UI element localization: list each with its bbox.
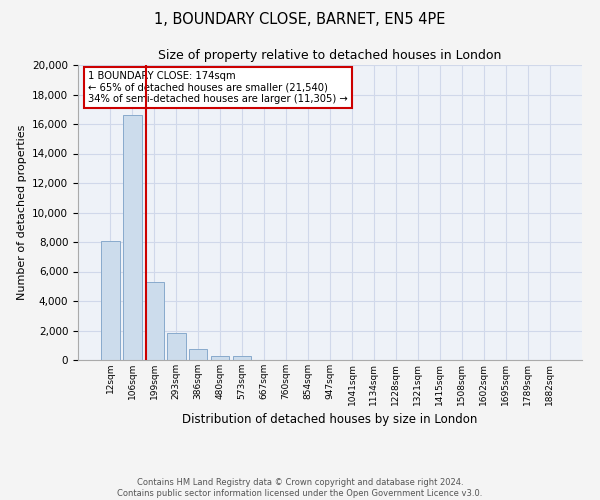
Y-axis label: Number of detached properties: Number of detached properties [17, 125, 26, 300]
Bar [211, 356, 229, 360]
Bar [145, 282, 164, 360]
Text: 1, BOUNDARY CLOSE, BARNET, EN5 4PE: 1, BOUNDARY CLOSE, BARNET, EN5 4PE [154, 12, 446, 28]
Text: Contains HM Land Registry data © Crown copyright and database right 2024.
Contai: Contains HM Land Registry data © Crown c… [118, 478, 482, 498]
Title: Size of property relative to detached houses in London: Size of property relative to detached ho… [158, 50, 502, 62]
X-axis label: Distribution of detached houses by size in London: Distribution of detached houses by size … [182, 413, 478, 426]
Bar [233, 356, 251, 360]
Bar [167, 332, 185, 360]
Bar [189, 349, 208, 360]
Bar [101, 240, 119, 360]
Text: 1 BOUNDARY CLOSE: 174sqm
← 65% of detached houses are smaller (21,540)
34% of se: 1 BOUNDARY CLOSE: 174sqm ← 65% of detach… [88, 71, 348, 104]
Bar [123, 115, 142, 360]
